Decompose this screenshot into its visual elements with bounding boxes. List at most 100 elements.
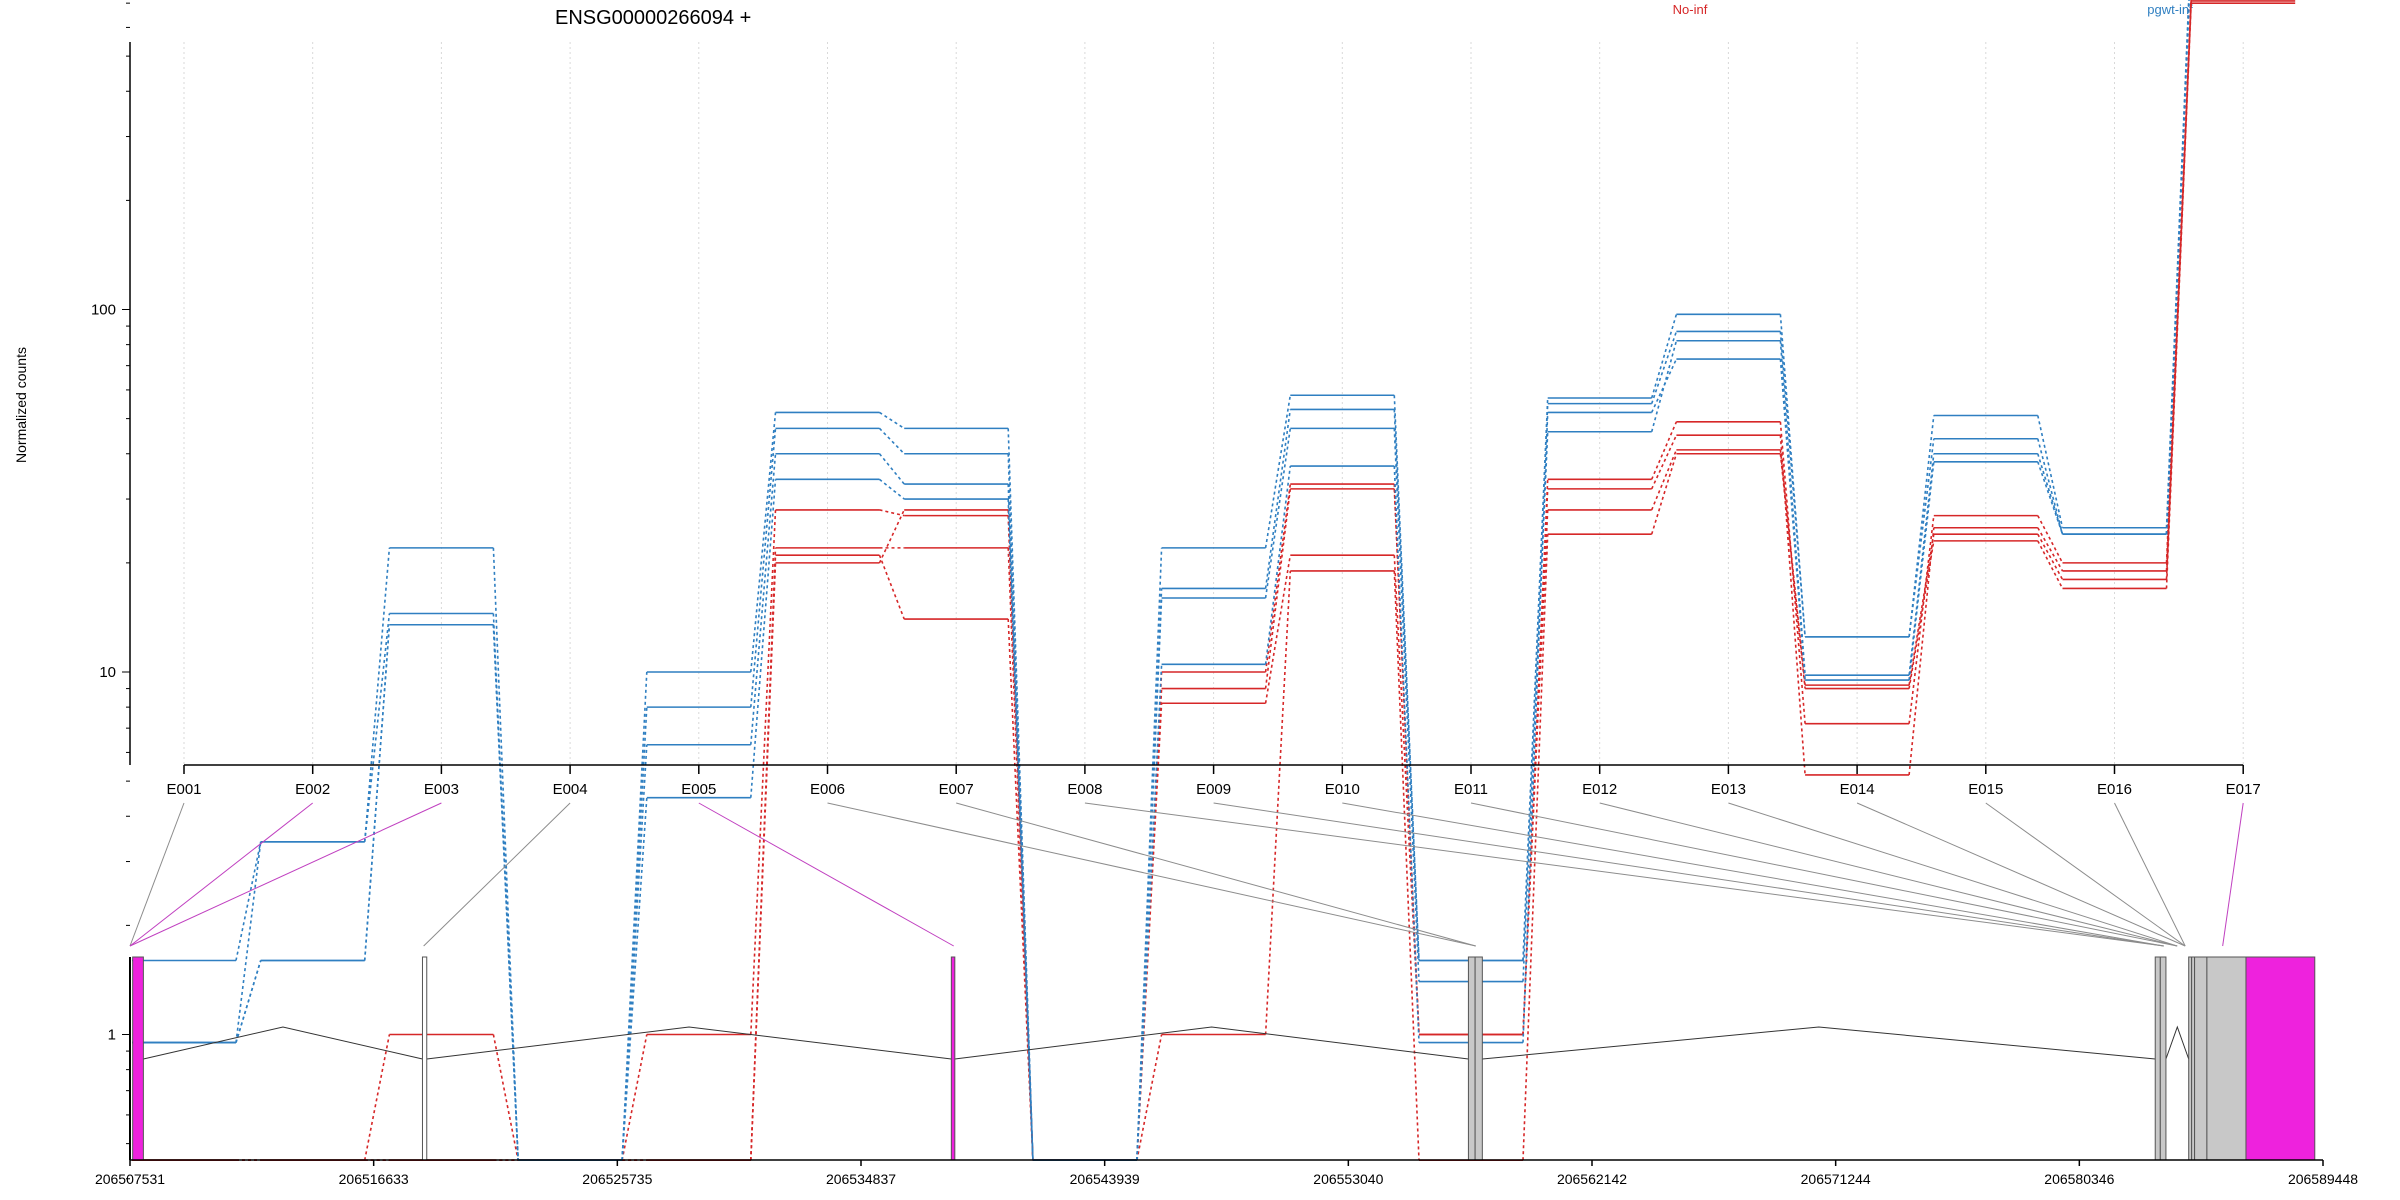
series-transition (1908, 415, 1935, 637)
series-transition (235, 841, 262, 1043)
series-transition (1522, 431, 1549, 982)
series-transition (363, 613, 391, 842)
exon-connectors (129, 802, 2244, 947)
exon-connector (2222, 802, 2244, 947)
series-transition (2037, 527, 2064, 572)
series-transition (1393, 465, 1420, 1043)
series-transition (2037, 515, 2064, 564)
series-transition (621, 707, 648, 1161)
series-transition (1650, 453, 1678, 535)
series-transition (2037, 540, 2064, 589)
series-transition (1393, 428, 1420, 982)
series-transition (1779, 340, 1806, 676)
x-tick-label: E007 (939, 781, 974, 798)
series-transition (1264, 465, 1292, 665)
series-transition (1136, 703, 1163, 1161)
series-transition (1264, 488, 1292, 689)
grid-lines (183, 42, 2244, 765)
series-transition (750, 428, 777, 708)
series-transition (750, 412, 777, 673)
x-tick-label: E013 (1711, 781, 1746, 798)
series-transition (1136, 664, 1163, 1161)
x-tick-label: E010 (1325, 781, 1360, 798)
series-transition (2037, 533, 2064, 580)
x-tick-label: E004 (553, 781, 588, 798)
exon-block (421, 956, 428, 1161)
exon-connector (956, 802, 1476, 947)
series-transition (750, 453, 777, 745)
series-transition (879, 509, 905, 517)
series-transition (2037, 438, 2064, 535)
exon-connector (1213, 802, 2164, 947)
series-transition (492, 624, 519, 1161)
y-axis-label: Normalized counts (13, 347, 29, 463)
series-transition (1264, 483, 1292, 673)
coord-tick-label: 206553040 (1313, 1171, 1383, 1187)
exon-connector (1470, 802, 2178, 947)
series-transition (1650, 340, 1678, 432)
y-tick-label: 100 (91, 302, 116, 319)
exon-connector (1856, 802, 2186, 947)
chart-title: ENSG00000266094 + (555, 7, 751, 29)
series-transition (1779, 358, 1806, 681)
series-line-pgwt-inf (132, 0, 2190, 1162)
intron-line (426, 1026, 952, 1060)
series-transition (363, 624, 391, 961)
x-tick-label: E017 (2226, 781, 2261, 798)
series-transition (1264, 409, 1292, 589)
series-transition (878, 554, 905, 620)
series-transition (621, 797, 648, 1161)
y-tick-label: 10 (99, 664, 116, 681)
x-tick-label: E016 (2097, 781, 2132, 798)
series-transition (363, 547, 391, 842)
series-transition (1393, 409, 1420, 961)
series-transition (1522, 488, 1549, 1035)
series-transition (1650, 421, 1678, 480)
series-transition (1650, 331, 1678, 404)
exon-connector (423, 802, 571, 947)
series-line-no-inf (132, 0, 2192, 1162)
series-transition (750, 509, 777, 1035)
series-transition (1264, 428, 1292, 599)
x-tick-label: E008 (1067, 781, 1102, 798)
series-line-pgwt-inf (132, 0, 2190, 1162)
y-axis: 1101001000 (91, 2, 131, 1180)
series-transition (1650, 434, 1678, 490)
series-line-no-inf (132, 0, 2296, 1162)
intron-line (2165, 1025, 2190, 1060)
series-lines (132, 0, 2296, 1162)
series-transition (750, 479, 777, 798)
series-transition (1393, 555, 1420, 1035)
series-transition (1264, 570, 1292, 1035)
series-transition (1393, 395, 1420, 961)
series-transition (1650, 314, 1678, 399)
exon-block (2245, 956, 2316, 1161)
series-transition (1908, 540, 1935, 689)
exon-block (2194, 956, 2208, 1161)
x-tick-label: E009 (1196, 781, 1231, 798)
x-tick-label: E003 (424, 781, 459, 798)
exon-block (2206, 956, 2247, 1161)
exon-connector (698, 802, 954, 947)
series-line-no-inf (132, 0, 2192, 1162)
coord-tick-label: 206507531 (95, 1171, 165, 1187)
series-line-pgwt-inf (132, 0, 2190, 1162)
series-transition (2165, 0, 2192, 580)
series-transition (878, 453, 905, 485)
exon-block (132, 956, 144, 1161)
series-transition (750, 562, 777, 1161)
series-transition (2037, 461, 2064, 535)
exon-connector (1728, 802, 2178, 947)
x-tick-label: E005 (681, 781, 716, 798)
series-transition (1650, 449, 1678, 511)
coord-tick-label: 206516633 (339, 1171, 409, 1187)
coord-tick-label: 206571244 (1801, 1171, 1871, 1187)
exon-block (950, 956, 956, 1161)
series-transition (879, 478, 905, 500)
coord-tick-label: 206543939 (1070, 1171, 1140, 1187)
series-transition (878, 427, 905, 455)
x-tick-label: E012 (1582, 781, 1617, 798)
exon-connector (1599, 802, 2178, 947)
coord-tick-label: 206534837 (826, 1171, 896, 1187)
